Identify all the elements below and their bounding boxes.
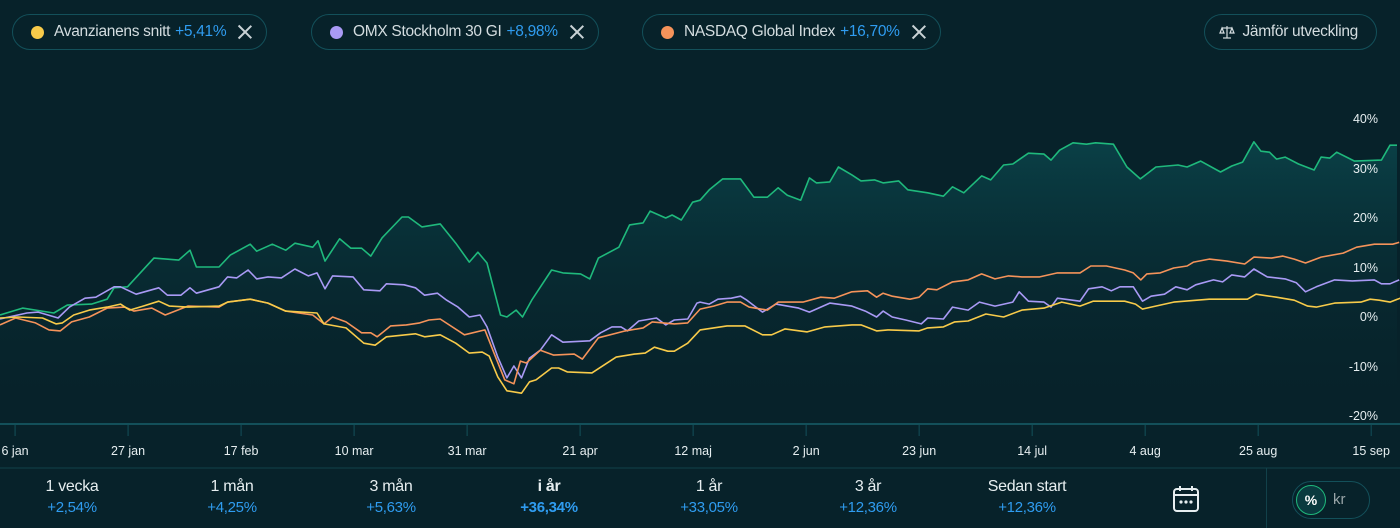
period-value: +2,54% [47,499,97,516]
period-label: 3 mån [369,478,413,495]
period-value: +33,05% [680,499,738,516]
series-line-omx-stockholm-30-gi [0,268,1400,379]
legend-name: OMX Stockholm 30 GI [353,23,502,40]
compare-button[interactable]: Jämför utveckling [1204,14,1377,50]
period-label: 1 vecka [45,478,99,495]
x-tick-label: 31 mar [447,444,487,458]
period-since-start[interactable]: Sedan start +12,36% [957,478,1097,516]
unit-percent-option[interactable]: % [1296,485,1326,515]
x-tick-label: 6 jan [1,444,29,458]
y-tick-label: -20% [1348,409,1378,423]
period-value: +12,36% [839,499,897,516]
legend-change: +5,41% [175,23,227,40]
x-tick-label: 4 aug [1129,444,1161,458]
period-value: +5,63% [366,499,416,516]
x-tick-label: 23 jun [902,444,937,458]
period-1-year[interactable]: 1 år +33,05% [639,478,779,516]
unit-currency-option[interactable]: kr [1333,491,1346,508]
period-label: 3 år [854,478,882,495]
x-tick-label: 15 sep [1352,444,1390,458]
series-line-avanzianens-snitt [0,293,1400,395]
calendar-icon[interactable] [1172,485,1200,513]
period-label: 1 år [695,478,723,495]
x-tick-label: 12 maj [674,444,712,458]
y-tick-label: 0% [1359,310,1378,324]
legend-chip-nasdaq-global[interactable]: NASDAQ Global Index +16,70% [642,14,941,50]
period-value: +12,36% [998,499,1056,516]
period-label: 1 mån [210,478,254,495]
unit-toggle[interactable]: % kr [1292,481,1370,519]
legend-change: +16,70% [840,23,900,40]
series-color-dot [661,25,674,39]
x-tick-label: 14 jul [1017,444,1048,458]
y-tick-label: 30% [1352,161,1378,176]
legend-chip-avanzianens-snitt[interactable]: Avanzianens snitt +5,41% [12,14,268,50]
period-value: +36,34% [520,499,578,516]
x-tick-label: 17 feb [223,444,259,458]
period-ytd[interactable]: i år +36,34% [479,478,619,516]
period-1-month[interactable]: 1 mån +4,25% [162,478,302,516]
x-tick-label: 2 jun [792,444,820,458]
y-tick-label: 20% [1352,211,1378,225]
y-tick-label: -10% [1348,359,1378,374]
series-line-portfolio [0,141,1397,318]
x-tick-label: 25 aug [1239,444,1278,458]
series-color-dot [31,25,44,39]
x-tick-label: 21 apr [562,444,598,458]
period-3-years[interactable]: 3 år +12,36% [798,478,938,516]
legend-name: NASDAQ Global Index [684,23,836,40]
period-3-months[interactable]: 3 mån +5,63% [321,478,461,516]
series-area-0 [0,141,1397,425]
x-tick-label: 27 jan [111,444,146,458]
period-1-week[interactable]: 1 vecka +2,54% [2,478,142,516]
y-tick-label: 40% [1352,112,1378,126]
period-label: i år [537,478,561,495]
compare-label: Jämför utveckling [1242,23,1358,40]
period-label: Sedan start [987,478,1067,495]
performance-chart[interactable] [0,0,1400,470]
legend-chip-omx-stockholm-30[interactable]: OMX Stockholm 30 GI +8,98% [311,14,599,50]
divider [1266,468,1267,528]
x-tick-label: 10 mar [334,444,374,458]
legend-change: +8,98% [506,23,559,40]
y-tick-label: 10% [1352,260,1378,275]
scale-icon [1219,26,1236,39]
period-value: +4,25% [207,499,257,516]
series-color-dot [330,25,343,39]
legend-name: Avanzianens snitt [54,23,171,40]
